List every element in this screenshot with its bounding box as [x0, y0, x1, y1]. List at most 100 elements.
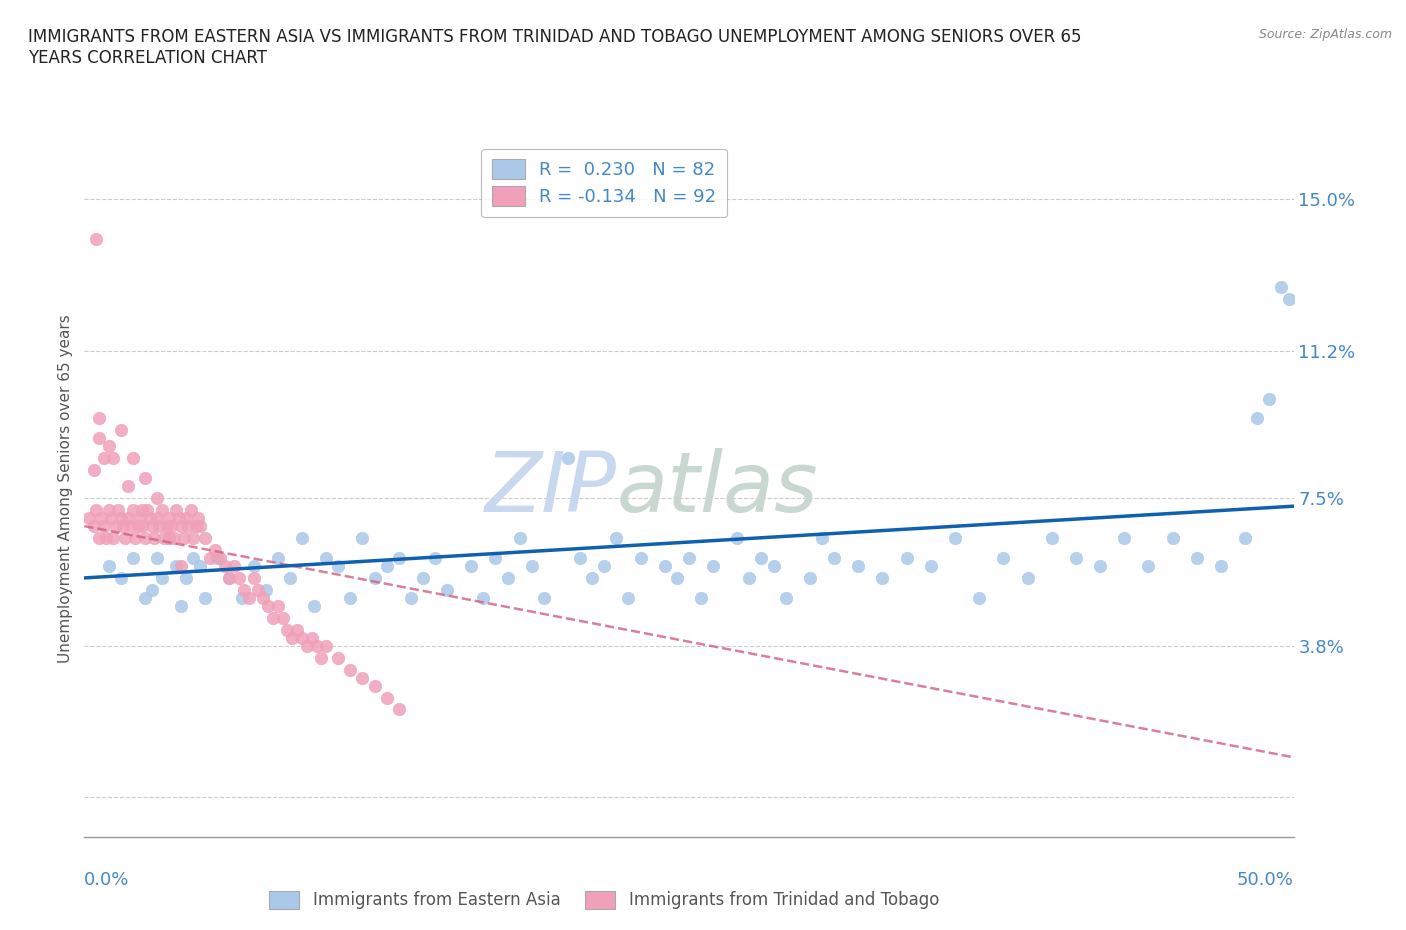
Point [112, 519, 135, 534]
Point [375, 559, 398, 574]
Point [460, 559, 482, 574]
Point [267, 598, 290, 613]
Point [87, 531, 110, 546]
Point [180, 503, 202, 518]
Point [262, 610, 284, 625]
Text: atlas: atlas [616, 447, 818, 529]
Point [557, 451, 579, 466]
Point [520, 559, 543, 574]
Point [138, 511, 160, 525]
Point [943, 531, 966, 546]
Text: Source: ZipAtlas.com: Source: ZipAtlas.com [1258, 28, 1392, 41]
Point [181, 531, 204, 546]
Point [328, 559, 350, 574]
Point [920, 559, 942, 574]
Point [104, 519, 127, 534]
Point [100, 511, 122, 525]
Point [799, 570, 821, 585]
Point [1040, 531, 1063, 546]
Point [315, 551, 337, 565]
Point [257, 598, 280, 613]
Point [86, 232, 108, 246]
Point [93, 519, 115, 534]
Point [276, 622, 298, 637]
Point [388, 551, 411, 565]
Point [1278, 291, 1301, 306]
Point [242, 570, 264, 585]
Point [141, 519, 163, 534]
Point [153, 531, 176, 546]
Point [484, 551, 506, 565]
Point [247, 582, 270, 597]
Point [1270, 280, 1292, 295]
Point [114, 531, 136, 546]
Point [725, 531, 748, 546]
Point [436, 582, 458, 597]
Point [533, 591, 555, 605]
Point [328, 650, 350, 665]
Point [363, 570, 385, 585]
Point [207, 551, 229, 565]
Point [593, 559, 616, 574]
Y-axis label: Unemployment Among Seniors over 65 years: Unemployment Among Seniors over 65 years [58, 314, 73, 662]
Text: ZIP: ZIP [485, 447, 616, 529]
Point [1161, 531, 1184, 546]
Point [83, 463, 105, 478]
Point [339, 591, 361, 605]
Point [738, 570, 761, 585]
Point [811, 531, 834, 546]
Point [190, 519, 212, 534]
Point [198, 551, 221, 565]
Point [121, 551, 143, 565]
Point [1017, 570, 1039, 585]
Point [872, 570, 894, 585]
Text: 0.0%: 0.0% [84, 870, 129, 889]
Point [110, 423, 132, 438]
Point [181, 551, 204, 565]
Point [993, 551, 1015, 565]
Point [131, 503, 153, 518]
Point [281, 631, 304, 645]
Point [121, 503, 143, 518]
Point [218, 570, 240, 585]
Point [87, 431, 110, 445]
Point [121, 451, 143, 466]
Point [315, 638, 337, 653]
Point [388, 702, 411, 717]
Point [120, 519, 142, 534]
Point [1246, 411, 1268, 426]
Point [231, 591, 253, 605]
Point [160, 519, 183, 534]
Point [399, 591, 422, 605]
Point [90, 511, 112, 525]
Point [77, 511, 100, 525]
Point [1234, 531, 1257, 546]
Point [129, 511, 152, 525]
Point [94, 531, 117, 546]
Point [194, 531, 217, 546]
Point [291, 631, 314, 645]
Point [472, 591, 495, 605]
Point [134, 531, 156, 546]
Point [87, 411, 110, 426]
Point [110, 570, 132, 585]
Point [224, 559, 246, 574]
Point [134, 471, 156, 485]
Point [654, 559, 676, 574]
Point [117, 479, 139, 494]
Point [97, 503, 120, 518]
Point [141, 582, 163, 597]
Point [678, 551, 700, 565]
Point [170, 519, 193, 534]
Point [363, 678, 385, 693]
Point [173, 531, 195, 546]
Point [352, 671, 374, 685]
Point [311, 650, 333, 665]
Point [124, 531, 146, 546]
Point [295, 638, 318, 653]
Point [146, 551, 169, 565]
Point [1088, 559, 1111, 574]
Point [93, 451, 115, 466]
Point [83, 519, 105, 534]
Point [86, 503, 108, 518]
